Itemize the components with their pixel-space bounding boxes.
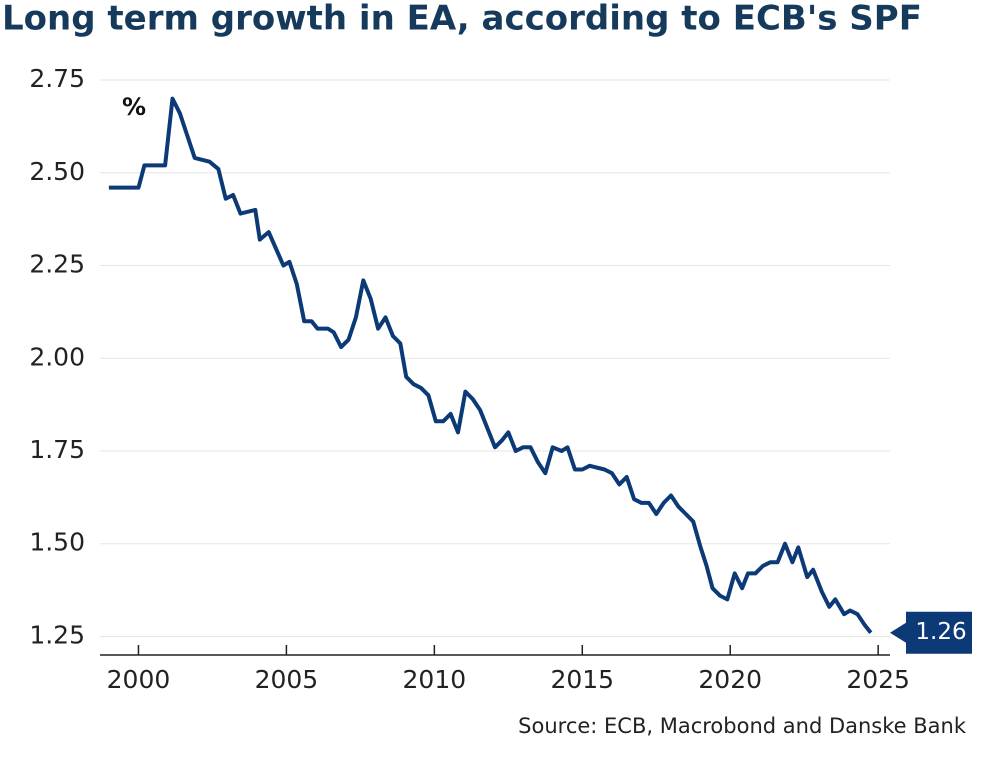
last-value-box xyxy=(890,611,972,654)
y-tick-label: 1.25 xyxy=(29,620,85,649)
last-value-label: 1.26 xyxy=(915,619,966,645)
x-tick-label: 2025 xyxy=(846,665,910,694)
x-tick-label: 2000 xyxy=(107,665,171,694)
y-tick-label: 1.50 xyxy=(29,528,85,557)
source-note: Source: ECB, Macrobond and Danske Bank xyxy=(518,714,967,738)
series-line xyxy=(108,96,873,634)
x-tick-label: 2020 xyxy=(698,665,762,694)
y-unit-label: % xyxy=(122,93,146,121)
x-tick-label: 2010 xyxy=(403,665,467,694)
chart-title: Long term growth in EA, according to ECB… xyxy=(2,0,922,39)
y-tick-label: 1.75 xyxy=(29,435,85,464)
x-tick-label: 2015 xyxy=(550,665,614,694)
y-tick-label: 2.25 xyxy=(29,250,85,279)
y-tick-label: 2.50 xyxy=(29,157,85,186)
x-tick-label: 2005 xyxy=(255,665,319,694)
y-tick-label: 2.00 xyxy=(29,342,85,371)
y-tick-label: 2.75 xyxy=(29,64,85,93)
